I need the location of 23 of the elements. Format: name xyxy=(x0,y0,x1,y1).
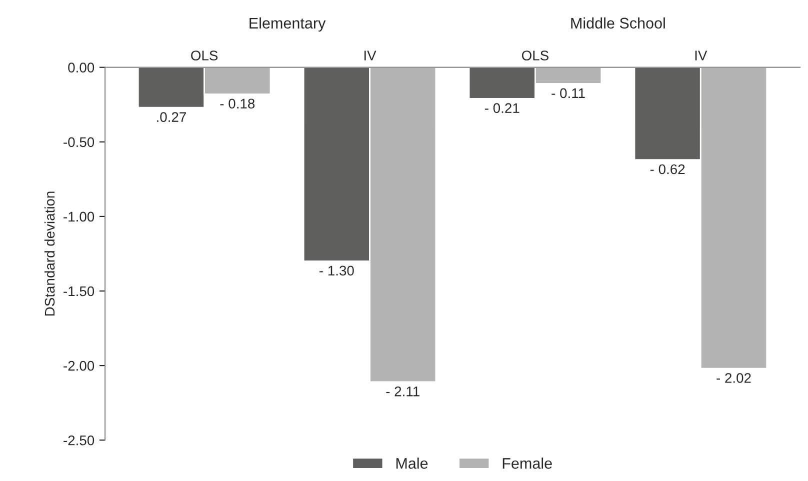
x-tick-label: OLS xyxy=(522,50,548,60)
y-tick-label: -2.50 xyxy=(64,435,94,446)
data-label: - 0.21 xyxy=(484,103,520,114)
legend-label: Female xyxy=(502,458,552,469)
data-label: - 1.30 xyxy=(320,266,354,276)
x-tick-label: IV xyxy=(695,50,708,60)
y-tick-label: -1.50 xyxy=(64,286,94,296)
text: Elementary xyxy=(250,17,326,32)
data-label: .0.27 xyxy=(157,112,186,122)
text: Middle School xyxy=(571,17,665,29)
x-tick-label: IV xyxy=(364,50,376,60)
legend-label: Male xyxy=(396,458,428,469)
data-label: - 2.11 xyxy=(386,386,420,396)
y-tick-label: -0.50 xyxy=(64,137,94,148)
y-tick-label: -1.00 xyxy=(64,212,94,222)
data-label: - 2.02 xyxy=(716,373,751,383)
y-tick-label: -2.00 xyxy=(64,360,94,371)
x-tick-label: OLS xyxy=(191,50,218,60)
y-axis-title: DStandard deviation xyxy=(44,192,55,316)
y-tick-label: 0.00 xyxy=(68,62,94,73)
data-label: - 0.11 xyxy=(552,88,585,98)
data-label: - 0.18 xyxy=(220,98,255,109)
data-label: - 0.62 xyxy=(650,164,685,174)
